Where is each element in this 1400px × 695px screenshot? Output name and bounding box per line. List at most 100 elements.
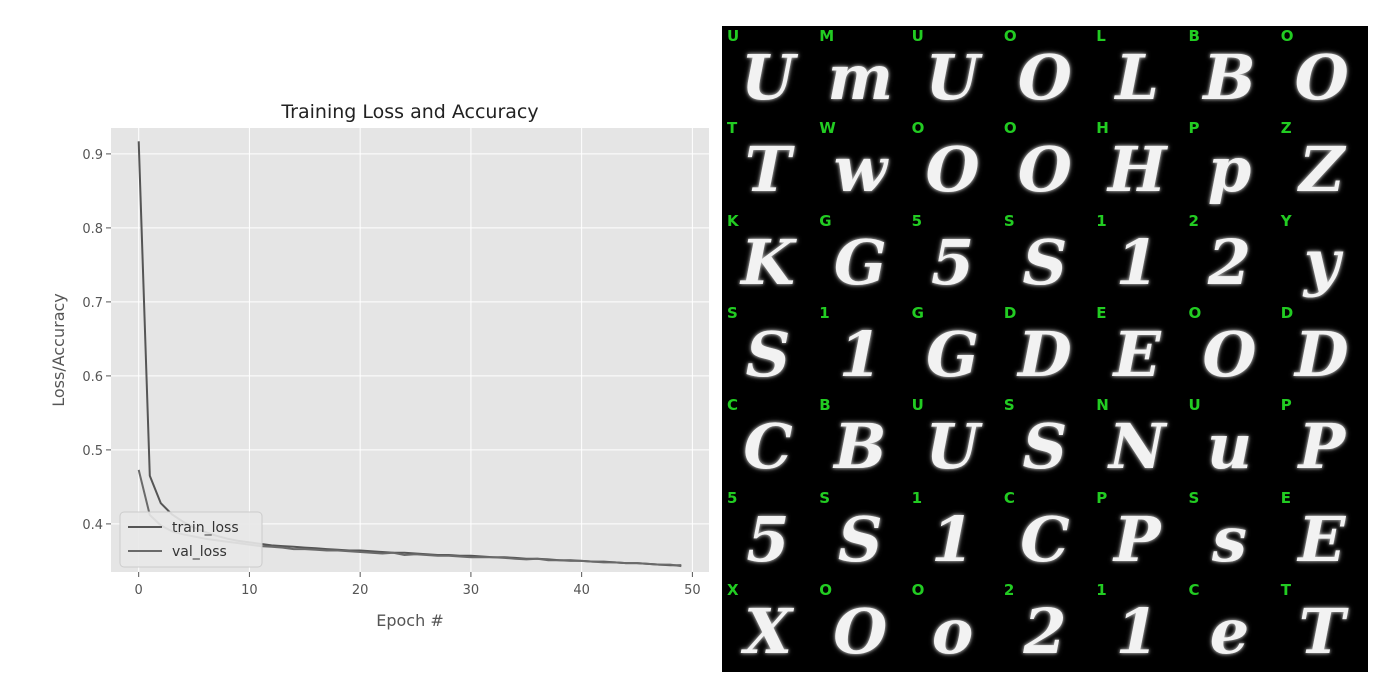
y-axis-label: Loss/Accuracy: [49, 293, 68, 407]
handwritten-glyph: C: [743, 410, 793, 484]
predicted-label: T: [1280, 580, 1292, 599]
predicted-label: P: [1096, 488, 1108, 507]
handwritten-glyph: L: [1115, 41, 1159, 114]
training-loss-chart: 0 10 20 30 40 50 0.4 0.5 0.6 0.7 0.8 0.9 Training Lo…: [49, 101, 709, 630]
predicted-label: E: [1280, 488, 1292, 507]
predicted-label: K: [727, 211, 739, 230]
handwritten-glyph: T: [744, 133, 792, 207]
predicted-label: C: [1188, 580, 1200, 599]
x-tick-label: 40: [573, 583, 590, 598]
x-tick-label: 50: [684, 583, 701, 598]
handwritten-glyph: U: [925, 41, 980, 114]
handwritten-glyph: O: [833, 594, 888, 668]
handwritten-glyph: G: [833, 225, 887, 299]
handwritten-glyph: e: [1209, 594, 1250, 668]
predicted-label: 1: [1096, 211, 1107, 230]
y-tick-label: 0.8: [82, 222, 103, 237]
predicted-label: B: [1188, 27, 1200, 45]
predicted-label: 1: [911, 488, 923, 507]
predicted-label: G: [819, 211, 832, 230]
predicted-label: O: [1280, 27, 1294, 45]
predicted-label: P: [1280, 396, 1292, 415]
handwritten-glyph: S: [1022, 410, 1068, 484]
predicted-label: U: [911, 396, 924, 415]
handwritten-glyph: B: [834, 410, 887, 484]
legend-box: [119, 511, 263, 568]
handwritten-glyph: w: [833, 133, 887, 207]
predicted-label: S: [1003, 396, 1015, 415]
handwritten-glyph: O: [1294, 41, 1349, 114]
handwritten-glyph: S: [745, 317, 791, 391]
predicted-label: 5: [727, 488, 738, 507]
predicted-label: E: [1096, 303, 1107, 322]
handwritten-glyph: u: [1206, 410, 1253, 484]
predicted-label: U: [911, 27, 924, 45]
x-tick-label: 30: [463, 583, 480, 598]
x-axis-label: Epoch #: [376, 611, 443, 630]
handwritten-glyph: H: [1107, 133, 1167, 207]
handwritten-glyph: K: [741, 225, 795, 299]
handwritten-glyph: C: [1020, 502, 1070, 576]
handwritten-glyph: P: [1113, 502, 1161, 576]
handwritten-glyph: G: [926, 317, 980, 391]
predicted-label: L: [1096, 27, 1106, 45]
handwritten-glyph: m: [827, 41, 894, 114]
predicted-label: C: [1003, 488, 1015, 507]
predicted-label: C: [727, 396, 739, 415]
predicted-label: U: [1188, 396, 1201, 415]
predicted-label: G: [911, 303, 924, 322]
predicted-label: W: [819, 119, 836, 138]
y-tick-label: 0.5: [82, 444, 103, 459]
handwritten-glyph: O: [1017, 133, 1072, 207]
handwritten-glyph: U: [925, 410, 980, 484]
handwritten-glyph: O: [925, 133, 980, 207]
handwritten-glyph: o: [931, 594, 974, 668]
predicted-label: P: [1188, 119, 1200, 138]
handwritten-glyph: 5: [746, 502, 790, 576]
predicted-label: T: [727, 119, 738, 138]
y-tick-label: 0.6: [82, 370, 103, 385]
handwritten-glyph: 1: [838, 317, 882, 391]
plot-area: [111, 128, 709, 572]
handwritten-glyph: X: [743, 594, 793, 668]
handwritten-glyph: S: [1022, 225, 1068, 299]
x-tick-label: 0: [135, 583, 143, 598]
predicted-label: D: [1003, 303, 1017, 322]
predicted-label: 5: [911, 211, 923, 230]
handwritten-glyph: D: [1018, 317, 1072, 391]
handwritten-glyph: B: [1203, 41, 1256, 114]
predicted-label: O: [1003, 119, 1017, 138]
predicted-label: O: [911, 580, 925, 599]
predicted-label: 1: [819, 303, 830, 322]
handwritten-glyph: 2: [1023, 594, 1067, 668]
predicted-label: Z: [1280, 119, 1292, 138]
handwritten-glyph: 1: [931, 502, 975, 576]
predicted-label: O: [819, 580, 833, 599]
predicted-label: U: [727, 27, 740, 45]
